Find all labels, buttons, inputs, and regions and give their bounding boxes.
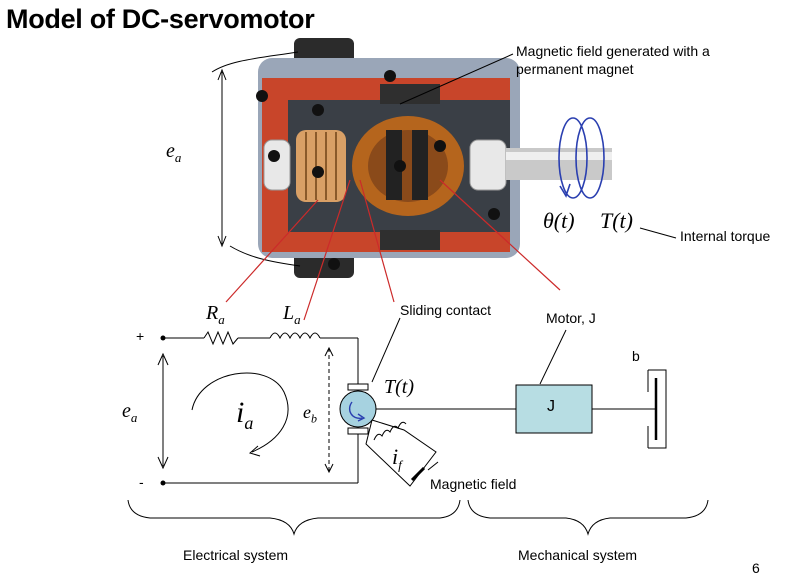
field-coil	[373, 421, 407, 441]
red-leader-lines	[225, 179, 561, 321]
magnetic-field-leader	[399, 53, 514, 105]
rotation-arrow-icon	[558, 117, 605, 199]
group-braces	[127, 499, 709, 536]
resistor-ra	[203, 330, 239, 346]
damper-b	[648, 369, 667, 449]
terminal-plus	[160, 335, 166, 341]
inertia-box	[515, 384, 593, 434]
circuit-ea-label: ea	[122, 400, 138, 425]
magnetic-field-label-line2: permanent magnet	[516, 61, 634, 77]
page-number: 6	[752, 560, 760, 576]
inertia-label: J	[547, 398, 555, 415]
motor-symbol	[339, 383, 377, 435]
mechanical-system	[376, 369, 667, 449]
motor-j-label: Motor, J	[546, 310, 596, 326]
magnetic-field-label: Magnetic field generated with a permanen…	[516, 42, 710, 78]
motor-j-leader	[539, 329, 567, 385]
photo-ea-label: ea	[166, 140, 182, 165]
terminal-minus	[160, 480, 166, 486]
internal-torque-label: Internal torque	[680, 228, 771, 244]
if-label: if	[392, 444, 402, 473]
field-magnetic-label: Magnetic field	[430, 476, 517, 492]
la-label: La	[283, 302, 301, 327]
circuit-torque-label: T(t)	[384, 376, 414, 398]
voltage-ea-bracket	[211, 51, 301, 267]
page-title: Model of DC-servomotor	[6, 4, 315, 34]
eb-label: eb	[303, 402, 317, 426]
mechanical-system-label: Mechanical system	[518, 547, 638, 563]
sliding-contact-leader	[371, 317, 401, 383]
internal-torque-leader	[639, 227, 677, 239]
minus-terminal-label: -	[139, 474, 144, 490]
theta-label: θ(t)	[543, 208, 575, 233]
sliding-contact-label: Sliding contact	[400, 302, 492, 318]
motor-cutaway-image	[256, 38, 612, 278]
plus-terminal-label: +	[136, 328, 145, 344]
damper-label: b	[632, 348, 640, 364]
electrical-circuit	[157, 330, 359, 484]
magnetic-field-label-line1: Magnetic field generated with a	[516, 43, 710, 59]
ia-label: ia	[236, 396, 254, 433]
electrical-system-label: Electrical system	[183, 547, 289, 563]
ra-label: Ra	[206, 302, 225, 327]
field-circuit	[365, 419, 439, 487]
inductor-la	[269, 332, 321, 340]
photo-torque-label: T(t)	[600, 208, 633, 233]
